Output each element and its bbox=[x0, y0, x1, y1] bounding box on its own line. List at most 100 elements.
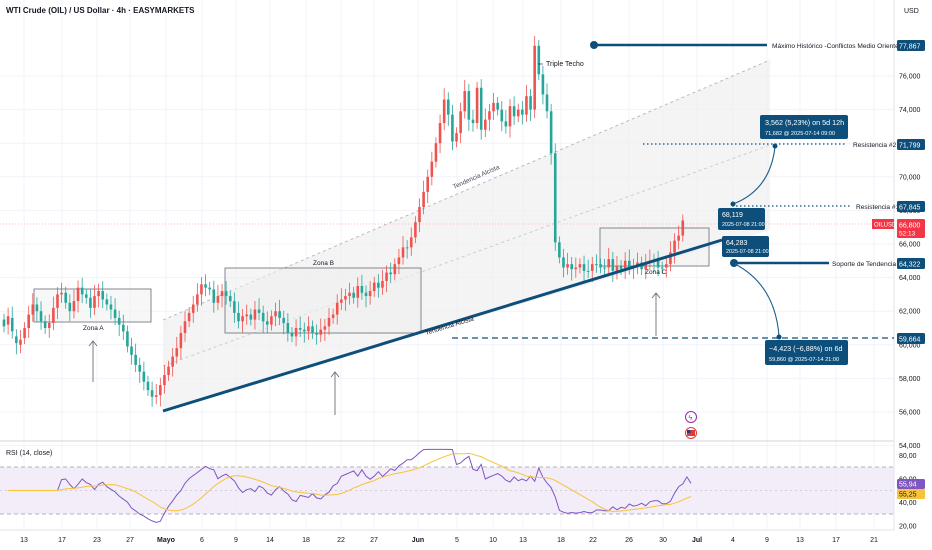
candle-body bbox=[257, 309, 261, 313]
candle-body bbox=[47, 322, 51, 328]
candle-body bbox=[220, 291, 224, 297]
downside-projection-curve[interactable] bbox=[734, 263, 780, 337]
candle-body bbox=[237, 312, 240, 322]
time-tick-label: Jun bbox=[412, 537, 424, 544]
candle-body bbox=[599, 264, 602, 268]
candle-body bbox=[245, 314, 249, 317]
time-tick-label: 17 bbox=[58, 537, 66, 544]
candle-body bbox=[504, 121, 508, 127]
candle-body bbox=[274, 311, 277, 317]
time-tick-label: 13 bbox=[20, 537, 28, 544]
candle-body bbox=[171, 356, 174, 367]
candle-body bbox=[545, 94, 549, 112]
price-tick-label: 54,000 bbox=[899, 443, 921, 450]
candle-body bbox=[562, 257, 565, 268]
candle-body bbox=[187, 312, 191, 322]
candle-body bbox=[138, 364, 142, 372]
downside-target-point bbox=[776, 334, 782, 340]
candle-body bbox=[442, 99, 446, 124]
time-tick-label: 22 bbox=[337, 537, 345, 544]
time-tick-label: 9 bbox=[234, 537, 238, 544]
candle-body bbox=[121, 324, 125, 332]
candle-body bbox=[446, 99, 450, 115]
candle-body bbox=[241, 316, 244, 322]
upside-measure-box[interactable]: 3,562 (5,23%) on 5d 12h 71,682 @ 2025-07… bbox=[760, 115, 848, 139]
rsi-tick-label: 20,00 bbox=[899, 523, 917, 530]
downside-measure-box[interactable]: −4,423 (−6,88%) on 6d 59,860 @ 2025-07-1… bbox=[765, 340, 848, 365]
candle-body bbox=[430, 161, 434, 177]
candle-body bbox=[533, 45, 536, 110]
point-label-lower[interactable]: 64,283 2025-07-08 21:00 bbox=[722, 236, 769, 257]
rsi-title[interactable]: RSI (14, close) bbox=[6, 450, 52, 457]
candle-body bbox=[512, 106, 516, 117]
time-tick-label: 4 bbox=[731, 537, 735, 544]
upside-measure-line2: 71,682 @ 2025-07-14 09:00 bbox=[765, 131, 835, 137]
candle-body bbox=[64, 292, 68, 303]
candle-body bbox=[681, 220, 685, 236]
candle-body bbox=[323, 326, 327, 330]
candle-body bbox=[340, 299, 343, 303]
candle-body bbox=[191, 304, 195, 313]
candle-body bbox=[381, 280, 384, 288]
candle-body bbox=[607, 259, 611, 268]
upside-projection-curve[interactable] bbox=[732, 146, 776, 205]
candle-body bbox=[200, 284, 203, 295]
lightning-event-icon[interactable] bbox=[685, 411, 697, 423]
tag-target-level: 59,664 bbox=[897, 333, 925, 344]
svg-text:52:13: 52:13 bbox=[899, 231, 916, 238]
candle-body bbox=[208, 287, 211, 290]
candle-body bbox=[611, 259, 615, 271]
zone-a-box[interactable] bbox=[33, 288, 152, 323]
candle-body bbox=[253, 309, 257, 320]
candle-body bbox=[570, 264, 574, 270]
candle-body bbox=[52, 307, 55, 323]
time-tick-label: Jul bbox=[692, 537, 702, 544]
candle-body bbox=[35, 304, 39, 312]
price-tick-label: 70,000 bbox=[899, 174, 921, 181]
candle-body bbox=[154, 395, 158, 397]
symbol-title[interactable]: WTI Crude (OIL) / US Dollar · 4h · EASYM… bbox=[6, 6, 195, 15]
candle-body bbox=[405, 247, 409, 249]
point-lower-value: 64,283 bbox=[726, 240, 748, 247]
candle-body bbox=[270, 316, 273, 325]
trend-support-label: Soporte de Tendencia bbox=[832, 261, 896, 268]
candle-body bbox=[426, 176, 430, 192]
zone-a-arrow bbox=[88, 340, 98, 382]
uptrend-line[interactable] bbox=[162, 238, 723, 413]
candle-body bbox=[204, 284, 207, 288]
candle-body bbox=[282, 317, 286, 323]
candle-body bbox=[290, 333, 294, 337]
currency-label[interactable]: USD bbox=[904, 8, 919, 15]
upside-start-point bbox=[730, 201, 736, 207]
time-axis[interactable]: 13 17 23 27 Mayo 6 9 14 18 22 27 Jun 5 10 13 18 22 26 30 Ju… bbox=[20, 537, 878, 544]
candle-body bbox=[356, 286, 360, 298]
zone-c-label: Zona C bbox=[645, 269, 667, 276]
candle-body bbox=[418, 207, 421, 223]
candle-body bbox=[159, 385, 162, 396]
trend-support-point[interactable] bbox=[730, 259, 738, 267]
candle-body bbox=[553, 153, 557, 243]
downside-measure-line2: 59,860 @ 2025-07-14 21:00 bbox=[769, 357, 839, 363]
candle-body bbox=[134, 354, 137, 365]
upside-measure-line1: 3,562 (5,23%) on 5d 12h bbox=[765, 118, 844, 127]
tag-current-price: OILUSD 66,800 52:13 bbox=[872, 219, 925, 238]
candle-body bbox=[566, 264, 569, 268]
time-tick-label: 9 bbox=[765, 537, 769, 544]
zone-b-box[interactable] bbox=[224, 267, 422, 334]
candle-body bbox=[615, 265, 619, 271]
candle-body bbox=[278, 311, 281, 318]
candle-body bbox=[331, 314, 335, 318]
candle-body bbox=[261, 312, 265, 322]
candle-body bbox=[364, 292, 368, 297]
candle-body bbox=[636, 262, 639, 266]
candle-body bbox=[463, 91, 467, 112]
time-tick-label: Mayo bbox=[157, 537, 175, 544]
ath-point[interactable] bbox=[590, 41, 598, 49]
candle-body bbox=[39, 311, 43, 322]
point-label-upper[interactable]: 68,119 2025-07-08 21:00 bbox=[718, 208, 765, 230]
svg-text:55,94: 55,94 bbox=[899, 482, 917, 489]
candle-body bbox=[183, 321, 187, 334]
candle-body bbox=[471, 119, 475, 124]
candle-body bbox=[315, 333, 318, 335]
